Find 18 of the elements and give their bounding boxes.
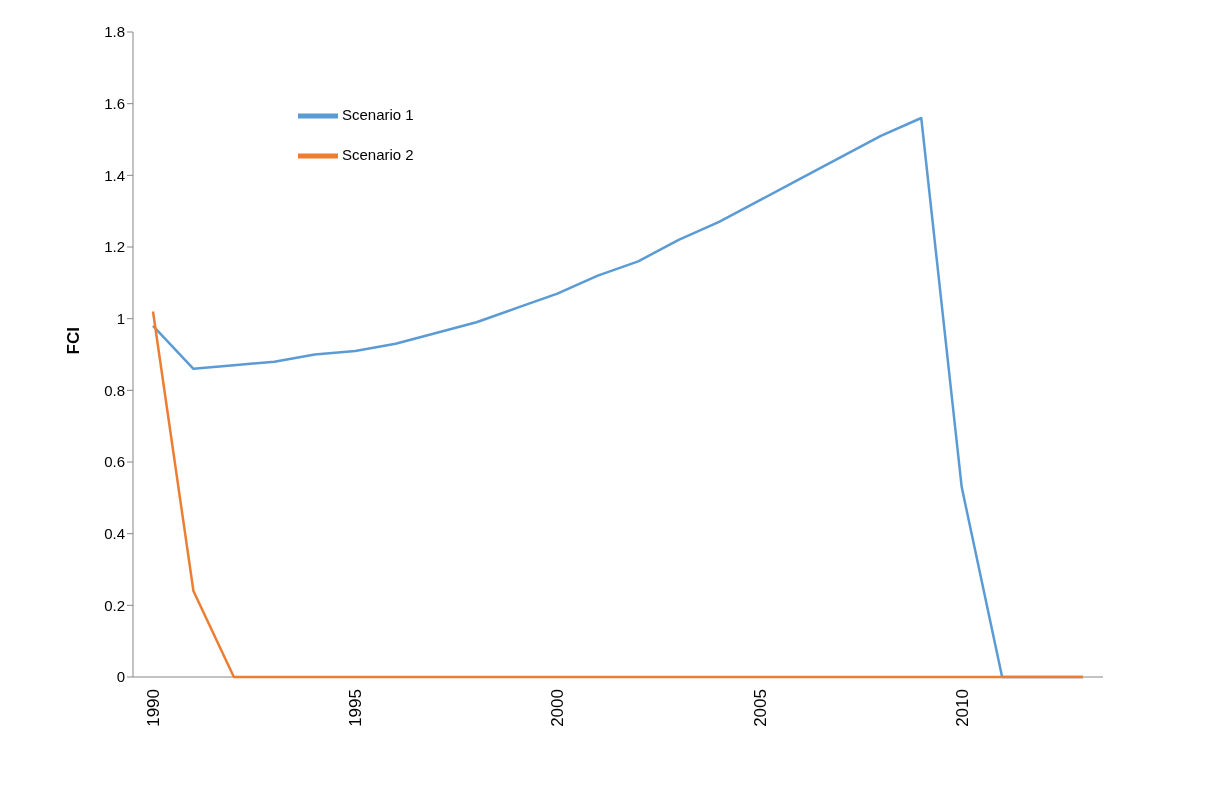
x-tick-label: 1990 xyxy=(144,689,164,727)
y-tick-label: 1 xyxy=(116,309,125,327)
legend-label: Scenario 1 xyxy=(342,105,414,123)
y-tick-label: 1.4 xyxy=(104,166,125,184)
y-tick-label: 1.8 xyxy=(104,23,125,41)
y-tick-label: 0.6 xyxy=(104,453,125,471)
y-tick-label: 0.8 xyxy=(104,381,125,399)
x-tick-label: 2000 xyxy=(548,689,568,727)
x-tick-label: 1995 xyxy=(346,689,366,727)
legend-label: Scenario 2 xyxy=(342,145,414,163)
x-tick-label: 2010 xyxy=(952,689,972,727)
y-tick-label: 1.2 xyxy=(104,238,125,256)
y-axis-title: FCI xyxy=(64,327,84,355)
y-tick-label: 0.4 xyxy=(104,524,125,542)
x-tick-label: 2005 xyxy=(750,689,770,727)
y-tick-label: 0 xyxy=(116,668,125,686)
y-tick-label: 1.6 xyxy=(104,94,125,112)
y-tick-label: 0.2 xyxy=(104,596,125,614)
